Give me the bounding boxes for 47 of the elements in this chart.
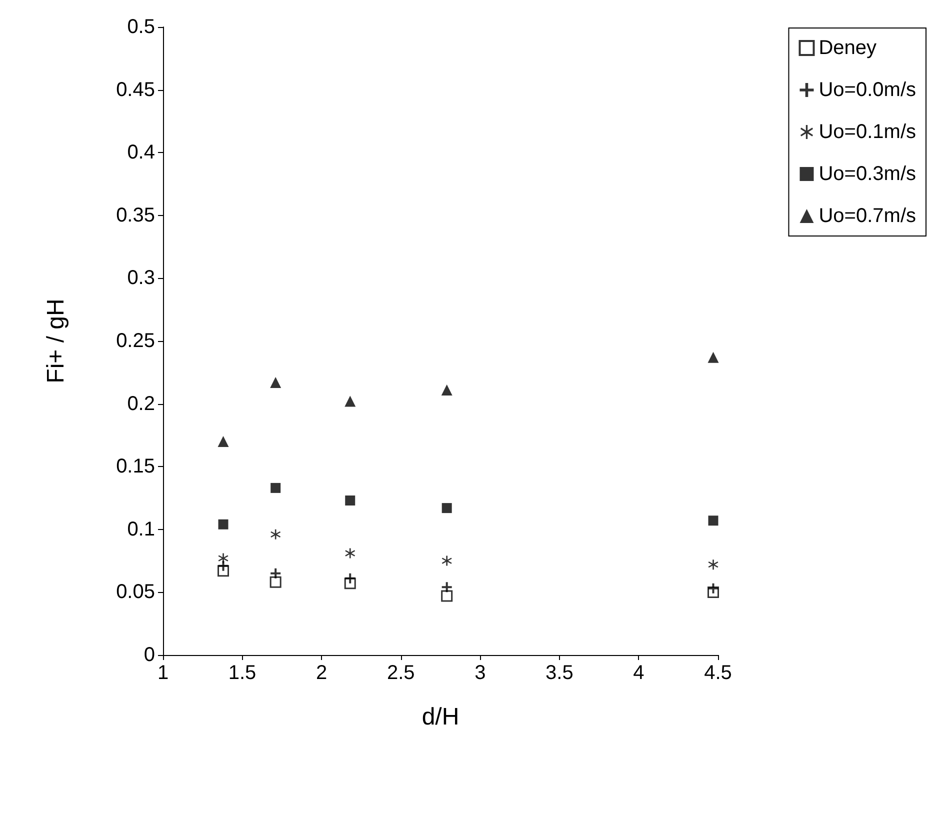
legend-label: Deney bbox=[818, 37, 877, 59]
point bbox=[442, 556, 452, 566]
y-tick-label: 0.2 bbox=[127, 392, 155, 415]
point bbox=[708, 352, 719, 363]
point bbox=[270, 576, 282, 588]
point bbox=[708, 583, 718, 594]
x-tick-label: 4.5 bbox=[704, 662, 732, 684]
y-tick-label: 0.05 bbox=[116, 581, 155, 604]
point bbox=[270, 482, 281, 493]
legend-label: Uo=0.7m/s bbox=[818, 205, 916, 227]
point bbox=[344, 396, 356, 407]
point bbox=[708, 516, 718, 526]
x-tick-label: 3 bbox=[474, 662, 486, 684]
legend-label: Uo=0.3m/s bbox=[818, 163, 916, 185]
point bbox=[345, 496, 356, 506]
y-tick-label: 0 bbox=[144, 644, 155, 666]
point bbox=[218, 519, 228, 530]
point bbox=[218, 436, 229, 447]
point bbox=[345, 573, 356, 584]
x-tick-label: 1.5 bbox=[228, 662, 256, 684]
y-tick-label: 0.25 bbox=[116, 330, 155, 352]
point bbox=[441, 590, 453, 602]
x-tick-label: 3.5 bbox=[546, 662, 574, 684]
point bbox=[218, 553, 228, 564]
point bbox=[270, 568, 281, 578]
x-tick-label: 4 bbox=[633, 662, 644, 684]
point bbox=[441, 384, 452, 396]
x-axis-title: d/H bbox=[422, 704, 460, 730]
y-tick-label: 0.1 bbox=[127, 518, 155, 540]
legend-label: Uo=0.1m/s bbox=[818, 121, 916, 143]
y-tick-label: 0.45 bbox=[116, 78, 155, 101]
point bbox=[345, 548, 356, 558]
y-tick-label: 0.35 bbox=[116, 204, 155, 226]
y-axis-title: Fi+ / gH bbox=[42, 298, 70, 384]
y-tick-label: 0.4 bbox=[127, 142, 155, 164]
point bbox=[708, 560, 718, 570]
y-tick-label: 0.15 bbox=[116, 456, 155, 478]
y-tick-label: 0.5 bbox=[127, 16, 155, 38]
x-tick-label: 2.5 bbox=[386, 662, 415, 684]
point bbox=[270, 376, 282, 388]
y-tick-label: 0.3 bbox=[127, 267, 155, 290]
point bbox=[442, 582, 452, 592]
point bbox=[442, 503, 452, 514]
point bbox=[270, 529, 281, 540]
x-tick-label: 1 bbox=[157, 662, 169, 684]
legend-label: Uo=0.0m/s bbox=[818, 79, 916, 101]
x-tick-label: 2 bbox=[316, 662, 328, 684]
